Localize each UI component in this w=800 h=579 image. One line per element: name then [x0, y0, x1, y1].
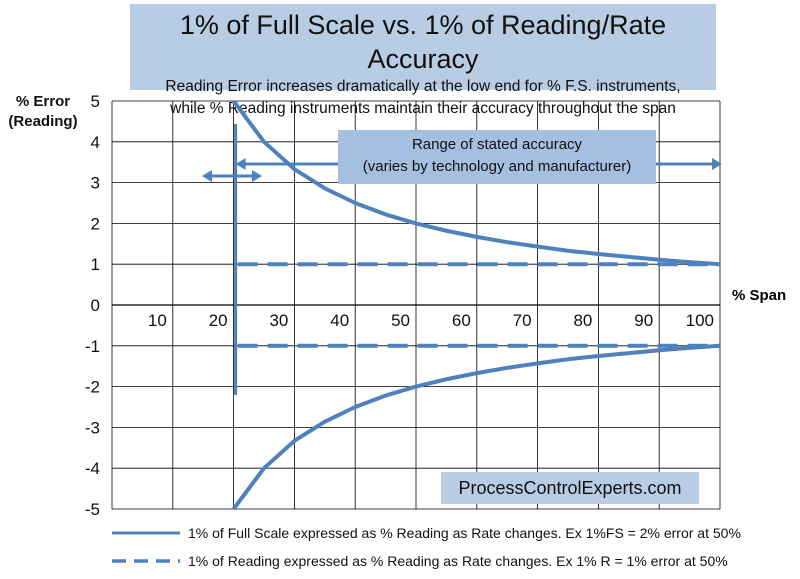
x-axis-label: % Span	[732, 287, 786, 304]
y-tick-label: 4	[91, 133, 100, 152]
y-tick-label: -3	[85, 418, 100, 437]
short-arrow-right-head	[252, 170, 262, 182]
x-tick-label: 80	[573, 311, 592, 330]
y-tick-label: -1	[85, 337, 100, 356]
y-tick-label: 2	[91, 214, 100, 233]
x-tick-label: 30	[269, 311, 288, 330]
legend-item-full-scale: 1% of Full Scale expressed as % Reading …	[112, 524, 792, 544]
series-full-scale-lower	[231, 343, 721, 511]
x-tick-label: 20	[209, 311, 228, 330]
x-tick-label: 90	[634, 311, 653, 330]
chart-subtitle-line1: Reading Error increases dramatically at …	[165, 78, 681, 95]
y-tick-label: -2	[85, 378, 100, 397]
range-label-line2: (varies by technology and manufacturer)	[362, 158, 632, 175]
x-tick-label: 10	[148, 311, 167, 330]
range-label-line1: Range of stated accuracy	[411, 136, 583, 153]
range-arrow-right-head	[712, 158, 722, 170]
y-axis-label-line2: (Reading)	[8, 113, 78, 130]
legend-label-full-scale: 1% of Full Scale expressed as % Reading …	[188, 525, 741, 541]
chart-title: 1% of Full Scale vs. 1% of Reading/Rate …	[179, 10, 667, 74]
y-tick-label: -4	[85, 459, 100, 478]
watermark-box: ProcessControlExperts.com	[441, 472, 699, 504]
legend-swatch-dashed	[112, 559, 180, 563]
x-tick-label: 50	[391, 311, 410, 330]
x-tick-label: 100	[686, 311, 714, 330]
range-arrow-left-head	[235, 158, 246, 170]
legend-label-reading: 1% of Reading expressed as % Reading as …	[188, 553, 728, 569]
y-tick-label: -5	[85, 500, 100, 519]
x-tick-label: 40	[330, 311, 349, 330]
y-tick-label: 5	[91, 92, 100, 111]
y-axis-label-line1: % Error	[15, 93, 71, 110]
series-lines	[231, 99, 721, 511]
legend-item-reading: 1% of Reading expressed as % Reading as …	[112, 552, 792, 572]
x-tick-label: 70	[513, 311, 532, 330]
series-full-scale-upper	[231, 99, 721, 267]
legend-swatch-solid	[112, 531, 180, 535]
range-of-accuracy-box: Range of stated accuracy (varies by tech…	[338, 130, 656, 184]
y-tick-label: 0	[91, 296, 100, 315]
y-tick-label: 3	[91, 174, 100, 193]
short-arrow-left-head	[202, 170, 212, 182]
chart-title-box: 1% of Full Scale vs. 1% of Reading/Rate …	[130, 4, 716, 117]
x-tick-label: 60	[452, 311, 471, 330]
y-tick-label: 1	[91, 255, 100, 274]
chart-subtitle-line2: while % Reading instruments maintain the…	[170, 100, 676, 117]
